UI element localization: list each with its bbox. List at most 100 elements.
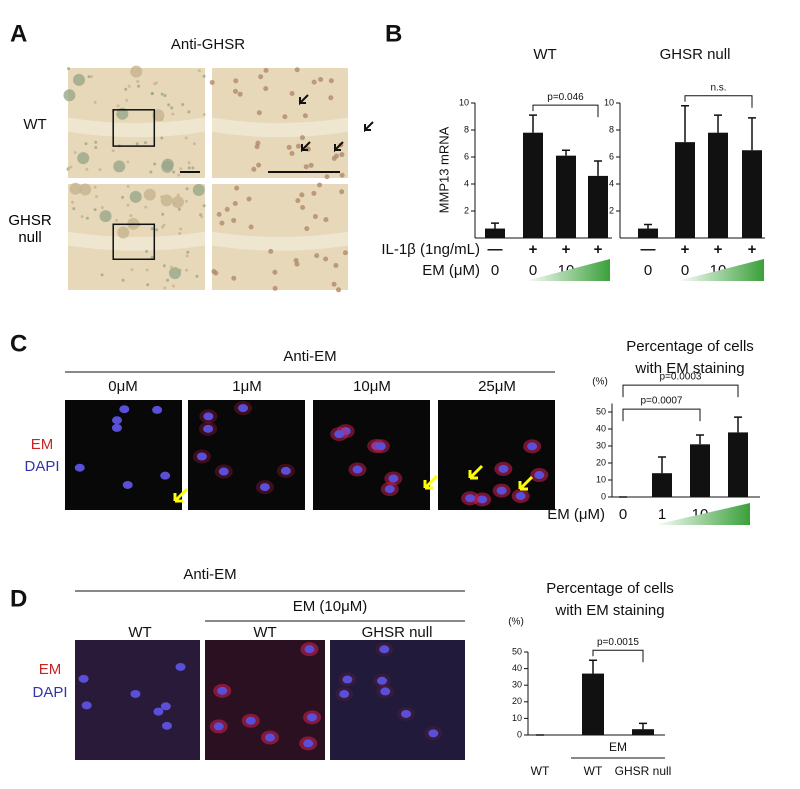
chart-title: with EM staining	[554, 602, 664, 619]
cell	[100, 206, 104, 210]
nucleus	[112, 416, 123, 425]
cell	[295, 198, 301, 204]
cell	[127, 84, 131, 88]
cell	[79, 183, 92, 196]
cell	[69, 165, 73, 169]
cell	[93, 185, 97, 189]
cell	[72, 207, 76, 211]
micrograph	[313, 400, 430, 510]
cell	[121, 195, 125, 199]
cell	[150, 227, 154, 231]
cell	[85, 167, 89, 171]
micrograph	[330, 640, 465, 760]
cell	[195, 274, 199, 278]
cell	[160, 92, 164, 96]
cell	[308, 162, 314, 168]
cell	[93, 100, 97, 104]
cell	[248, 224, 254, 230]
nucleus	[160, 702, 171, 711]
x-tick-label: WT	[531, 764, 550, 778]
cell	[299, 192, 305, 198]
micrograph	[75, 640, 200, 760]
chart-title: WT	[533, 46, 556, 63]
group-label: EM (10μM)	[293, 598, 367, 615]
y-tick-label: 20	[512, 696, 522, 706]
tissue-gap	[212, 117, 348, 138]
y-tick-label: 10	[604, 97, 614, 107]
x-tick-label: 0	[529, 262, 537, 279]
nucleus	[245, 716, 256, 725]
row-label: WT	[23, 116, 46, 133]
panel-title: Anti-GHSR	[171, 36, 245, 53]
chart-title: Percentage of cells	[546, 580, 674, 597]
nucleus	[213, 722, 224, 731]
nucleus	[375, 442, 386, 451]
y-axis-label: (%)	[592, 377, 608, 388]
cell	[263, 86, 269, 92]
dose-gradient	[525, 259, 610, 281]
y-tick-label: 10	[512, 713, 522, 723]
bar	[638, 228, 658, 238]
nucleus	[376, 676, 387, 685]
chart-title: Percentage of cells	[626, 338, 754, 355]
cell	[172, 284, 176, 288]
nucleus	[238, 404, 249, 413]
cell	[293, 257, 299, 263]
cell	[187, 161, 191, 165]
nucleus	[111, 423, 122, 432]
y-tick-label: 40	[596, 423, 606, 433]
nucleus	[334, 430, 345, 439]
nucleus	[78, 674, 89, 683]
cell	[170, 106, 174, 110]
cell	[184, 199, 188, 203]
row-label-box: GHSR null	[8, 212, 52, 246]
cell	[219, 220, 225, 226]
bar	[708, 132, 728, 238]
arrow	[468, 464, 484, 480]
x-tick-label: 0	[681, 262, 689, 279]
group-label: EM	[609, 740, 627, 754]
row-label: GHSR null	[8, 212, 52, 246]
nucleus	[380, 687, 391, 696]
panel-label: B	[385, 20, 402, 47]
cell	[154, 81, 158, 85]
cell	[179, 227, 183, 231]
cell	[111, 149, 115, 153]
cell	[94, 146, 98, 150]
nucleus	[534, 471, 545, 480]
nucleus	[352, 465, 363, 474]
cell	[66, 166, 70, 170]
nucleus	[74, 463, 85, 472]
nucleus	[81, 701, 92, 710]
cell	[121, 278, 125, 282]
cell	[187, 110, 191, 114]
cell	[339, 172, 345, 178]
cell	[342, 250, 348, 256]
cell	[160, 136, 164, 140]
treatment-label: —	[488, 241, 503, 258]
cell	[135, 142, 139, 146]
cell	[268, 248, 274, 254]
cell	[294, 67, 300, 73]
y-tick-label: 0	[601, 491, 606, 501]
cell	[231, 217, 237, 223]
error-bar	[491, 222, 499, 229]
cell	[211, 268, 217, 274]
nucleus	[196, 452, 207, 461]
cell	[272, 269, 278, 275]
p-value: p=0.0003	[660, 372, 702, 383]
y-tick-label: 4	[464, 178, 469, 188]
error-bar	[594, 160, 602, 176]
y-tick-label: 8	[464, 124, 469, 134]
cell	[99, 210, 112, 223]
cell	[286, 144, 292, 150]
cell	[185, 268, 189, 272]
error-bar	[644, 223, 652, 229]
cell	[85, 216, 89, 220]
treatment-label: +	[529, 241, 538, 258]
cell	[177, 173, 181, 177]
cell	[231, 275, 237, 281]
bar	[742, 150, 762, 238]
cell	[323, 217, 329, 223]
